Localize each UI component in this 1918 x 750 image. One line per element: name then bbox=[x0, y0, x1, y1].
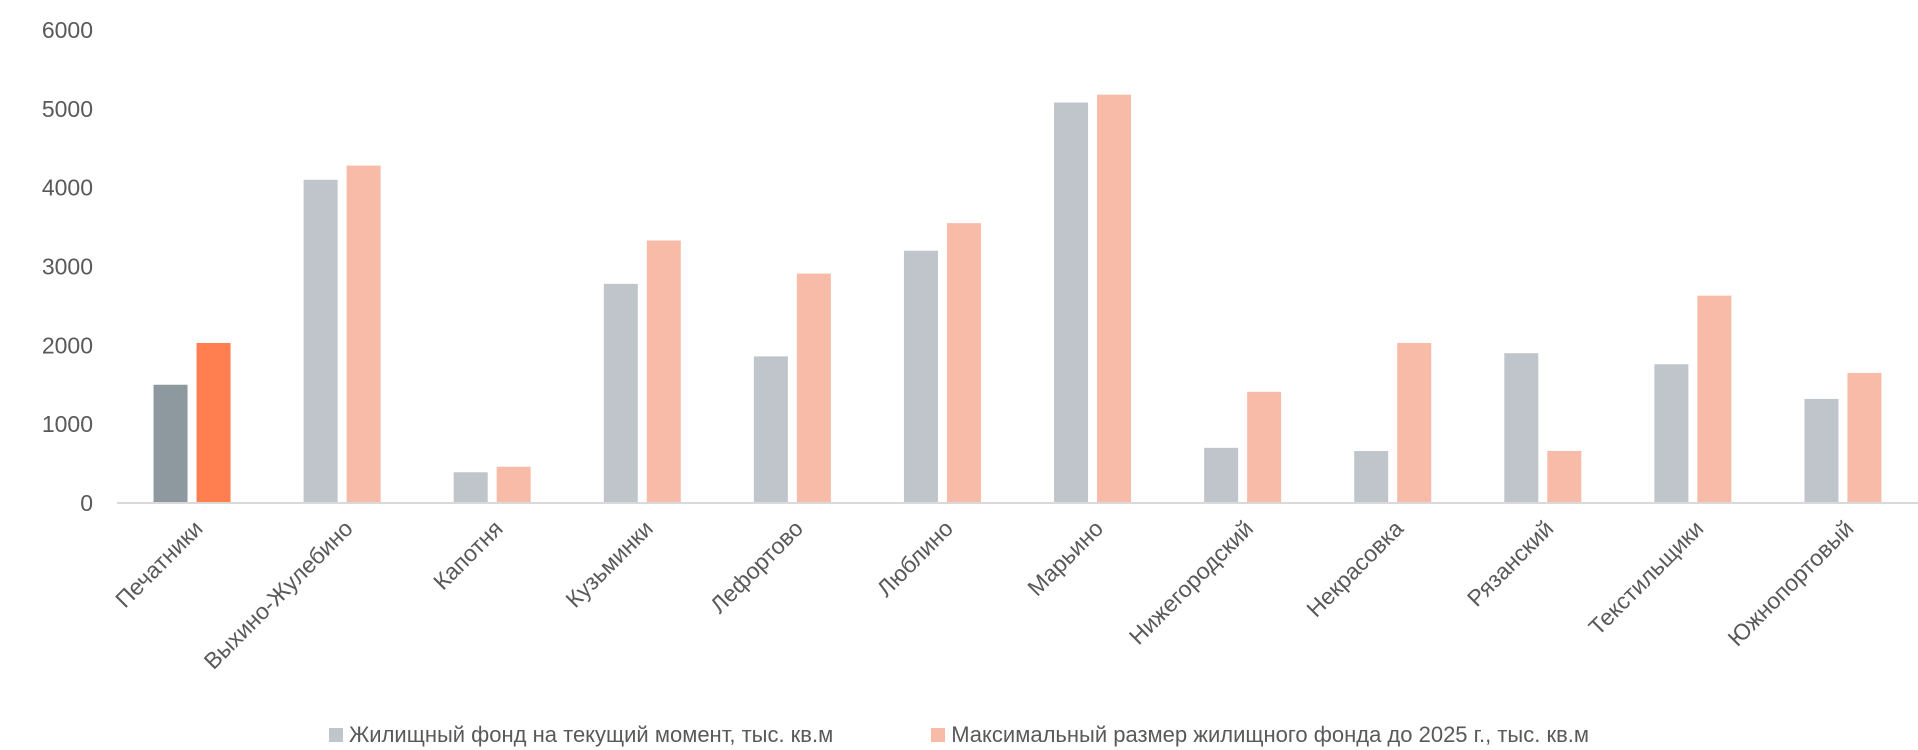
bar-current bbox=[753, 356, 788, 503]
bar-current bbox=[1654, 364, 1689, 503]
bar-current bbox=[1054, 102, 1089, 503]
x-tick-label: Выхино-Жулебино bbox=[199, 515, 358, 674]
x-tick-label: Некрасовка bbox=[1301, 515, 1408, 622]
y-tick-label: 6000 bbox=[42, 17, 93, 43]
y-tick-label: 1000 bbox=[42, 411, 93, 437]
bar-max-2025 bbox=[496, 466, 531, 503]
x-tick-label: Текстильщики bbox=[1583, 515, 1708, 640]
bar-current bbox=[903, 250, 938, 503]
bar-max-2025 bbox=[1247, 391, 1282, 503]
x-tick-label: Южнопортовый bbox=[1723, 515, 1859, 651]
bar-max-2025 bbox=[646, 240, 681, 504]
legend-label-max-2025: Максимальный размер жилищного фонда до 2… bbox=[951, 722, 1589, 747]
bar-current bbox=[1504, 353, 1539, 503]
bars bbox=[153, 94, 1882, 504]
bar-max-2025 bbox=[1697, 295, 1732, 503]
x-tick-label: Рязанский bbox=[1462, 515, 1558, 611]
legend: Жилищный фонд на текущий момент, тыс. кв… bbox=[0, 722, 1918, 748]
bar-chart: 0 1000 2000 3000 4000 5000 6000 ПечатникиВыхин… bbox=[42, 17, 1918, 674]
bar-max-2025 bbox=[196, 342, 231, 503]
bar-current bbox=[603, 283, 638, 503]
bar-max-2025 bbox=[796, 273, 831, 503]
y-tick-label: 0 bbox=[80, 490, 93, 516]
bar-max-2025 bbox=[1097, 94, 1132, 503]
y-tick-label: 2000 bbox=[42, 332, 93, 358]
x-tick-label: Люблино bbox=[872, 515, 958, 601]
legend-label-current: Жилищный фонд на текущий момент, тыс. кв… bbox=[348, 722, 834, 747]
x-tick-label: Марьино bbox=[1022, 515, 1108, 601]
bar-current bbox=[1204, 447, 1239, 503]
y-tick-label: 5000 bbox=[42, 96, 93, 122]
x-tick-label: Кузьминки bbox=[560, 515, 657, 612]
bar-max-2025 bbox=[1847, 372, 1882, 503]
bar-max-2025 bbox=[1547, 450, 1582, 503]
legend-swatch-max-2025 bbox=[931, 728, 946, 742]
x-tick-label: Капотня bbox=[428, 515, 508, 595]
bar-max-2025 bbox=[1397, 342, 1432, 503]
legend-swatch-current bbox=[328, 728, 343, 742]
y-tick-label: 4000 bbox=[42, 175, 93, 201]
bar-current bbox=[453, 472, 488, 503]
bar-max-2025 bbox=[946, 223, 981, 503]
bar-current bbox=[153, 384, 188, 503]
legend-item-current: Жилищный фонд на текущий момент, тыс. кв… bbox=[328, 722, 834, 748]
x-tick-label: Печатники bbox=[110, 515, 207, 612]
y-axis: 0 1000 2000 3000 4000 5000 6000 bbox=[42, 17, 93, 516]
bar-max-2025 bbox=[346, 165, 381, 504]
x-tick-label: Нижегородский bbox=[1124, 515, 1258, 649]
y-tick-label: 3000 bbox=[42, 254, 93, 280]
bar-current bbox=[1354, 450, 1389, 503]
bar-current bbox=[1804, 398, 1839, 503]
legend-item-max-2025: Максимальный размер жилищного фонда до 2… bbox=[931, 722, 1589, 748]
bar-current bbox=[303, 179, 338, 504]
x-tick-label: Лефортово bbox=[705, 515, 808, 618]
